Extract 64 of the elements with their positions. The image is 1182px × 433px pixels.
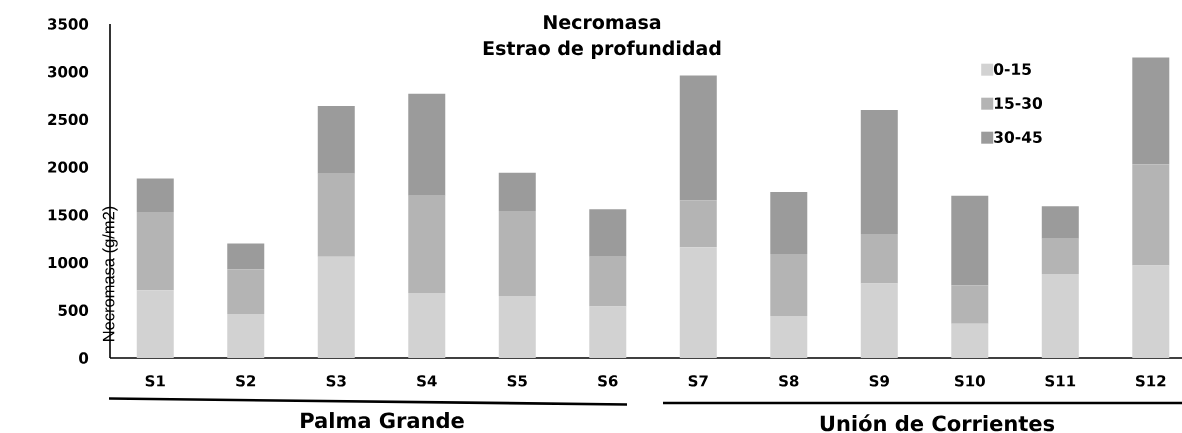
x-tick-label: S3 — [326, 375, 346, 387]
x-tick-label: S4 — [417, 375, 437, 387]
bar — [317, 173, 355, 257]
bar — [589, 209, 627, 257]
bar — [770, 253, 808, 317]
bar — [679, 75, 717, 201]
y-tick-label: 3000 — [48, 66, 89, 78]
x-tick-label: S12 — [1136, 375, 1166, 387]
chart-title: Necromasa — [544, 15, 661, 30]
text: Unión de Corrientes — [820, 414, 1055, 432]
bar — [679, 247, 717, 358]
bar — [1041, 274, 1079, 358]
bar — [227, 243, 265, 270]
text: Palma Grande — [301, 412, 464, 429]
legend-label: 15-30 — [994, 97, 1043, 109]
bar — [408, 195, 446, 294]
x-tick-label: S1 — [145, 375, 165, 387]
bar — [951, 285, 989, 324]
bar — [951, 195, 989, 286]
bar — [589, 256, 627, 307]
bar — [498, 295, 536, 358]
bar — [1041, 206, 1079, 239]
bar — [498, 211, 536, 296]
text: Estrao de profundidad — [483, 40, 721, 59]
bar — [860, 283, 898, 358]
bar — [860, 109, 898, 234]
bar — [1132, 57, 1170, 165]
bar — [679, 200, 717, 248]
bar — [408, 293, 446, 358]
bar — [951, 323, 989, 358]
bar — [227, 314, 265, 358]
y-tick-label: 2500 — [48, 113, 89, 126]
y-tick-label: 500 — [58, 304, 89, 316]
x-tick-label: S8 — [779, 375, 799, 387]
x-tick-label: S5 — [507, 375, 527, 387]
bar — [770, 316, 808, 358]
bar — [136, 290, 174, 358]
bar — [860, 233, 898, 284]
bar — [1132, 265, 1170, 358]
y-tick-label: 2000 — [48, 161, 89, 173]
bar — [770, 191, 808, 254]
bar — [227, 269, 265, 315]
x-tick-label: S9 — [869, 375, 889, 387]
bar — [1041, 238, 1079, 275]
x-tick-label: S11 — [1045, 375, 1076, 387]
bar — [136, 178, 174, 212]
bar — [408, 93, 446, 196]
y-tick-label: 1500 — [48, 209, 89, 221]
x-tick-label: S6 — [598, 375, 618, 387]
y-tick-label: 1000 — [48, 256, 89, 269]
bar — [136, 211, 174, 291]
y-axis-title: Necromasa (g/m2) — [102, 206, 118, 341]
x-tick-label: S7 — [688, 375, 708, 387]
y-tick-label: 0 — [79, 352, 89, 364]
legend-label: 30-45 — [994, 131, 1042, 143]
bar — [1132, 164, 1170, 266]
bar — [498, 172, 536, 212]
bar — [317, 106, 355, 174]
x-tick-label: S10 — [955, 375, 985, 387]
bar — [589, 306, 627, 358]
legend-label: 0-15 — [993, 63, 1031, 75]
bar — [317, 256, 355, 358]
y-tick-label: 3500 — [48, 18, 89, 30]
x-tick-label: S2 — [236, 375, 256, 387]
